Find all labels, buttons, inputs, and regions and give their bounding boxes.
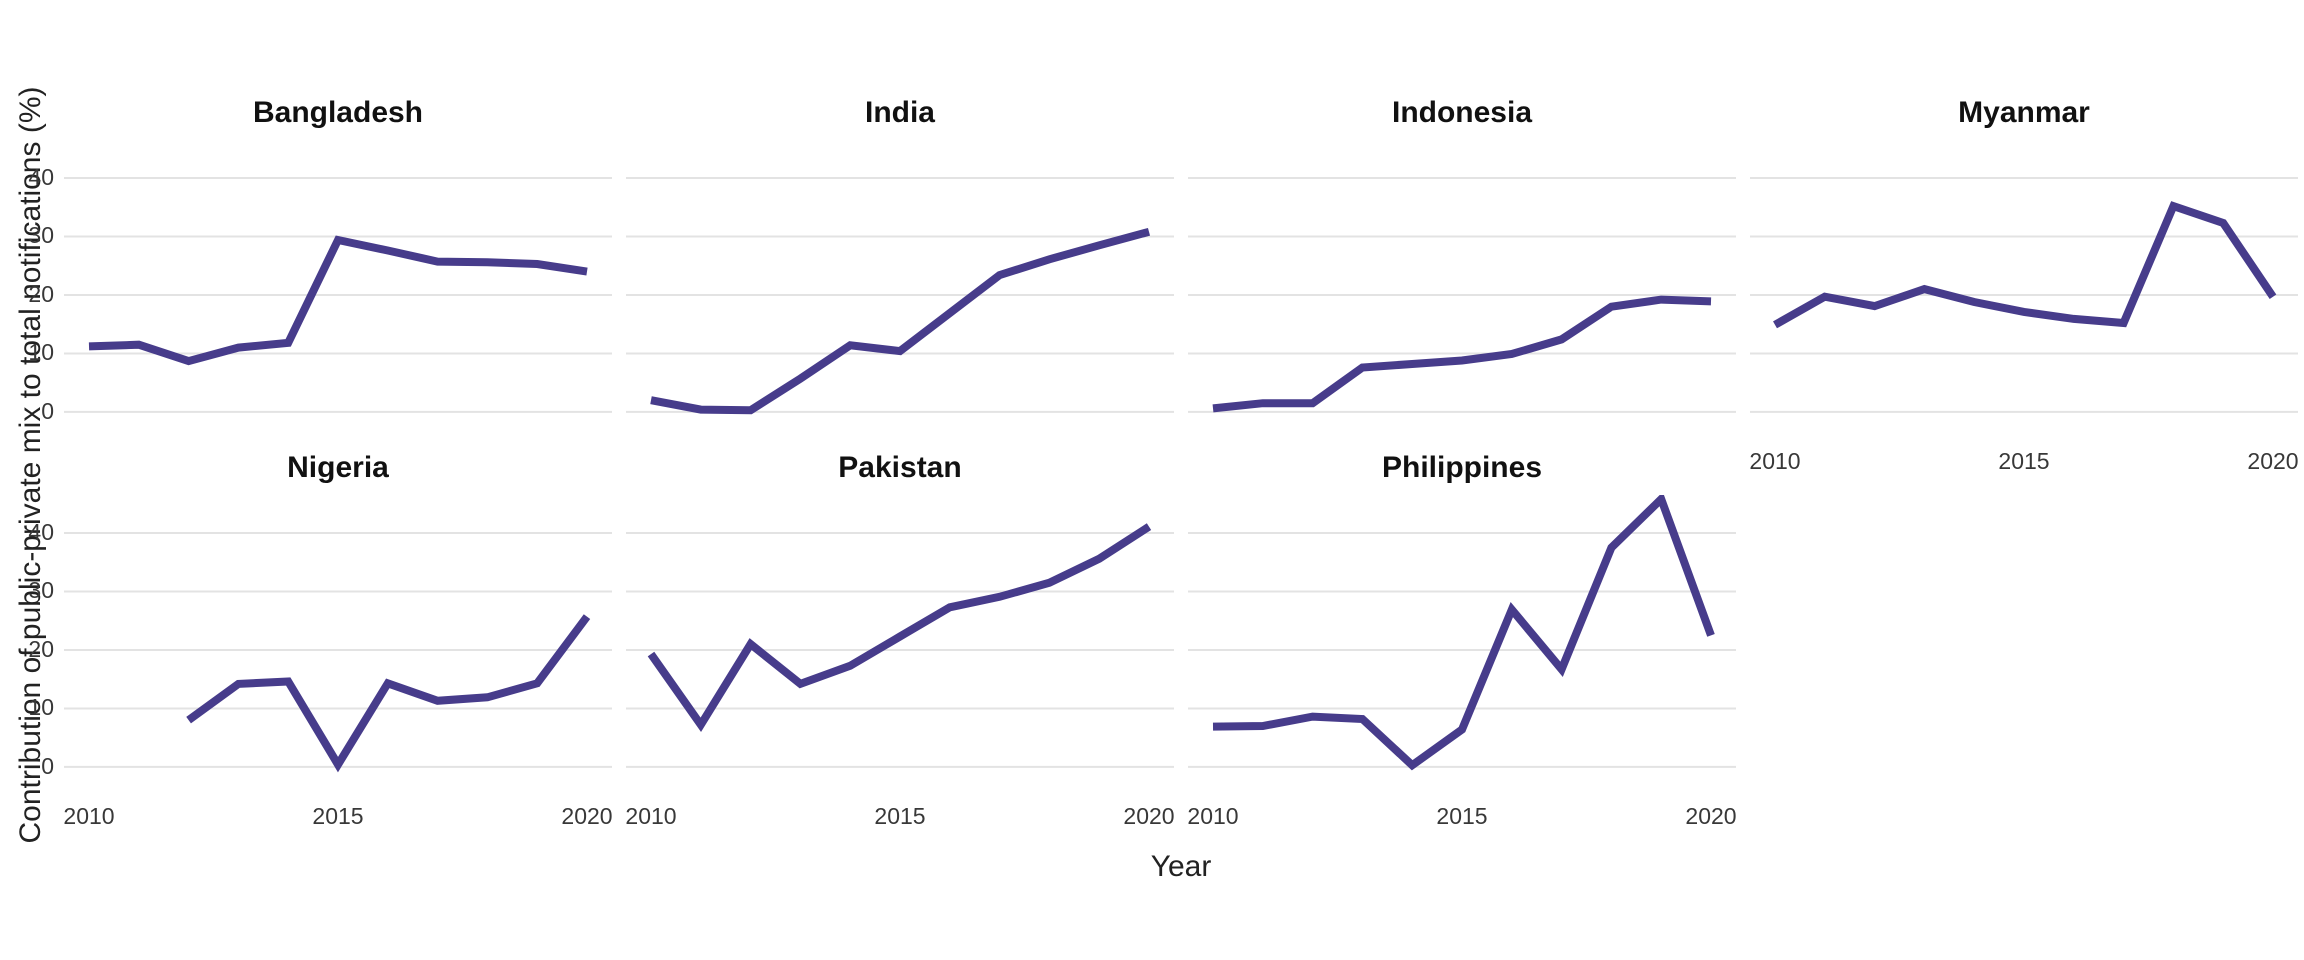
trend-line-philippines xyxy=(1212,495,1715,771)
y-tick-label-30-row1: 30 xyxy=(28,577,54,604)
x-tick-label-2020-myanmar: 2020 xyxy=(2247,448,2299,474)
trend-line-indonesia xyxy=(1212,295,1712,413)
x-tick-label-2010-nigeria: 2010 xyxy=(63,803,115,829)
x-tick-label-2020-philippines: 2020 xyxy=(1685,803,1737,829)
y-tick-label-40-row0: 40 xyxy=(28,164,54,190)
facet-chart-india xyxy=(626,177,1174,415)
facet-panel-philippines xyxy=(1188,495,1736,795)
facet-chart-indonesia xyxy=(1188,177,1736,413)
x-tick-label-2015-nigeria: 2015 xyxy=(312,803,364,829)
x-tick-label-2010-pakistan: 2010 xyxy=(625,803,677,829)
trend-line-bangladesh xyxy=(88,235,588,366)
facet-chart-nigeria xyxy=(64,532,612,773)
x-tick-label-2015-pakistan: 2015 xyxy=(874,803,926,829)
facet-title-nigeria: Nigeria xyxy=(287,451,389,484)
x-axis-title: Year xyxy=(1150,850,1212,883)
y-tick-label-40-row1: 40 xyxy=(28,519,54,545)
facet-title-india: India xyxy=(864,96,935,129)
x-tick-label-2010-myanmar: 2010 xyxy=(1749,448,1801,474)
facet-panel-nigeria xyxy=(64,495,612,795)
facet-title-bangladesh: Bangladesh xyxy=(252,96,424,129)
facet-title-indonesia: Indonesia xyxy=(1391,96,1533,129)
y-tick-label-0-row0: 0 xyxy=(41,397,54,424)
facet-chart-philippines xyxy=(1188,495,1736,771)
facet-panel-bangladesh xyxy=(64,140,612,440)
facet-chart-bangladesh xyxy=(64,177,612,413)
facet-panel-myanmar xyxy=(1750,140,2298,440)
facet-title-philippines: Philippines xyxy=(1381,451,1543,484)
x-tick-label-2010-philippines: 2010 xyxy=(1187,803,1239,829)
trend-line-myanmar xyxy=(1773,201,2277,329)
facet-chart-pakistan xyxy=(626,523,1174,768)
facet-panel-india xyxy=(626,140,1174,440)
x-tick-label-2015-philippines: 2015 xyxy=(1436,803,1488,829)
x-tick-label-2020-pakistan: 2020 xyxy=(1123,803,1175,829)
facet-title-myanmar: Myanmar xyxy=(1958,96,2090,129)
y-tick-label-30-row0: 30 xyxy=(28,222,54,249)
x-tick-label-2020-nigeria: 2020 xyxy=(561,803,613,829)
y-tick-label-20-row0: 20 xyxy=(28,280,54,307)
y-tick-label-10-row0: 10 xyxy=(28,339,54,366)
y-tick-label-0-row1: 0 xyxy=(41,752,54,779)
facet-panel-pakistan xyxy=(626,495,1174,795)
x-tick-label-2015-myanmar: 2015 xyxy=(1998,448,2050,474)
y-tick-label-10-row1: 10 xyxy=(28,694,54,721)
y-tick-label-20-row1: 20 xyxy=(28,635,54,662)
trend-line-pakistan xyxy=(647,523,1152,733)
facet-chart-myanmar xyxy=(1750,177,2298,413)
facet-title-pakistan: Pakistan xyxy=(838,451,962,484)
trend-line-nigeria xyxy=(186,614,591,773)
trend-line-india xyxy=(650,227,1151,415)
facet-panel-indonesia xyxy=(1188,140,1736,440)
